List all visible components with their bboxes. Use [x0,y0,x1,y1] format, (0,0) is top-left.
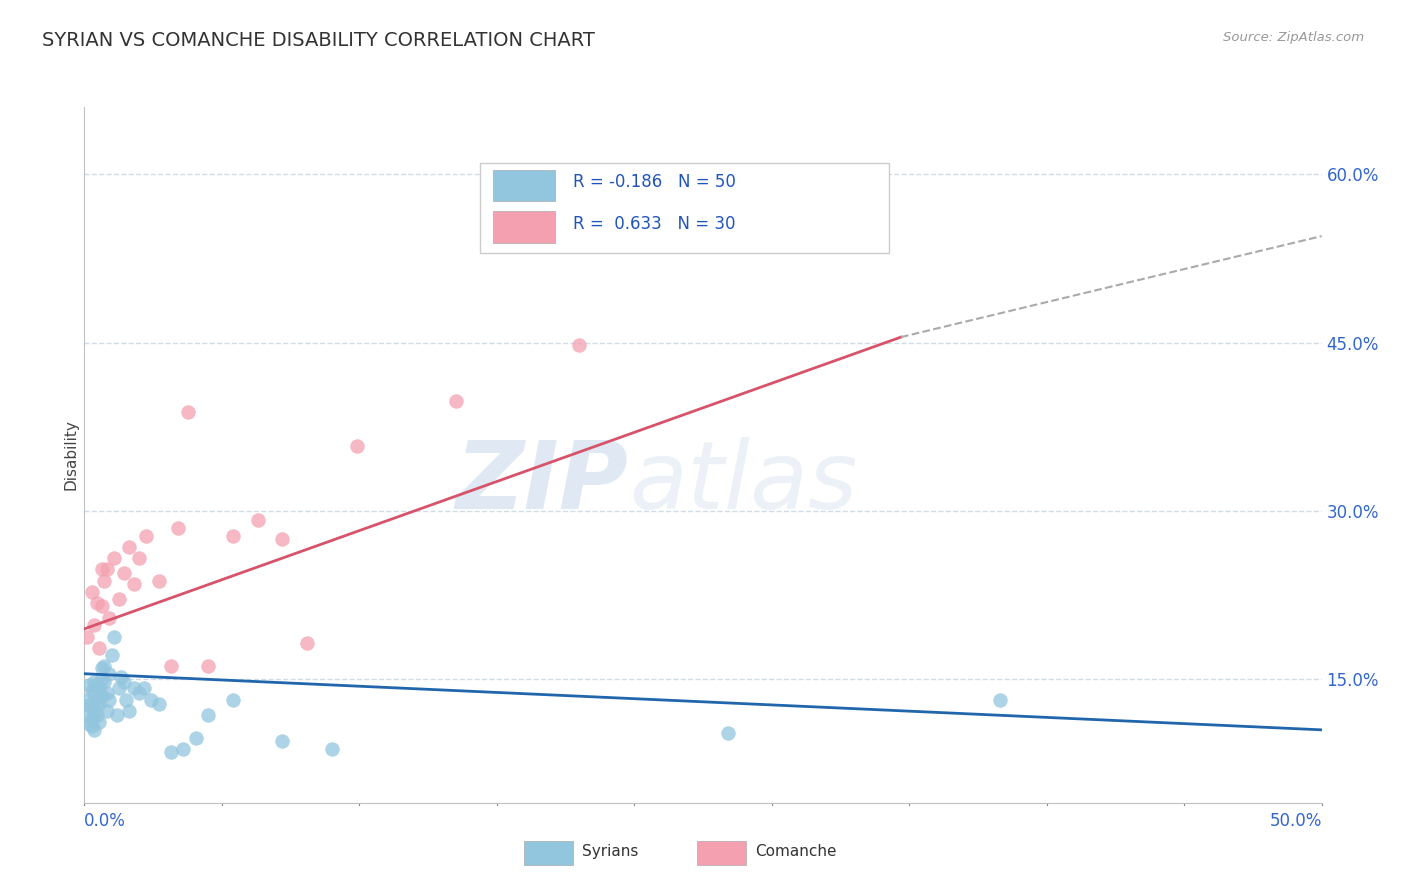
Point [105,708,128,723]
Point [444,394,467,409]
Point [93,574,115,588]
Text: 0.0%: 0.0% [84,812,127,830]
Point [90,689,112,703]
Text: Source: ZipAtlas.com: Source: ZipAtlas.com [1223,31,1364,45]
Text: Comanche: Comanche [755,844,837,859]
Point [128,551,150,566]
Point [135,529,157,543]
Point [112,674,135,689]
Point [86,708,108,723]
Point [80,719,103,733]
Point [76,708,98,723]
Point [103,630,125,644]
Point [86,678,108,692]
Point [132,681,155,696]
Bar [492,211,554,243]
Point [148,574,170,588]
Point [76,630,98,644]
Point [83,674,105,689]
Point [118,704,141,718]
Bar [492,169,554,201]
Point [160,659,183,673]
Bar [481,162,889,253]
Bar [523,841,574,865]
Point [89,640,111,655]
Point [83,706,105,720]
Text: Syrians: Syrians [582,844,638,859]
Text: ZIP: ZIP [456,437,628,529]
Point [80,683,103,698]
Point [103,551,125,566]
Point [160,745,183,759]
Point [79,678,101,692]
Point [122,577,145,591]
Point [128,686,150,700]
Point [80,700,103,714]
Point [86,695,108,709]
Point [568,338,591,352]
Point [766,190,789,204]
Point [100,648,122,662]
Point [93,659,115,673]
Point [988,692,1011,706]
Point [115,692,138,706]
Point [83,686,105,700]
Point [118,540,141,554]
Point [80,584,103,599]
Bar [697,841,747,865]
Point [93,674,115,689]
Point [172,742,194,756]
Point [98,692,121,706]
Point [148,697,170,711]
Point [90,673,112,687]
Point [96,562,118,576]
Point [98,666,121,681]
Point [110,670,132,684]
Point [108,591,131,606]
Point [79,717,101,731]
Point [83,618,105,632]
Point [184,731,207,745]
Point [89,697,111,711]
Point [295,636,318,650]
Point [346,439,368,453]
Point [90,562,112,576]
Point [321,742,343,756]
Point [79,698,101,713]
Point [222,692,245,706]
Text: 50.0%: 50.0% [1270,812,1322,830]
Point [717,726,740,740]
Point [89,714,111,729]
Point [222,529,245,543]
Point [83,723,105,737]
Point [90,599,112,614]
Point [86,596,108,610]
Point [271,532,294,546]
Y-axis label: Disability: Disability [63,419,79,491]
Text: SYRIAN VS COMANCHE DISABILITY CORRELATION CHART: SYRIAN VS COMANCHE DISABILITY CORRELATIO… [42,31,595,50]
Text: R =  0.633   N = 30: R = 0.633 N = 30 [574,215,735,233]
Point [108,681,131,696]
Point [141,692,163,706]
Point [98,610,121,624]
Point [167,521,190,535]
Point [246,513,269,527]
Point [89,681,111,696]
Point [122,681,145,696]
Text: atlas: atlas [628,437,858,528]
Point [76,692,98,706]
Point [177,405,200,419]
Point [197,659,219,673]
Point [80,712,103,726]
Text: R = -0.186   N = 50: R = -0.186 N = 50 [574,173,735,191]
Point [96,686,118,700]
Point [197,708,219,723]
Point [112,566,135,580]
Point [90,661,112,675]
Point [96,704,118,718]
Point [271,734,294,748]
